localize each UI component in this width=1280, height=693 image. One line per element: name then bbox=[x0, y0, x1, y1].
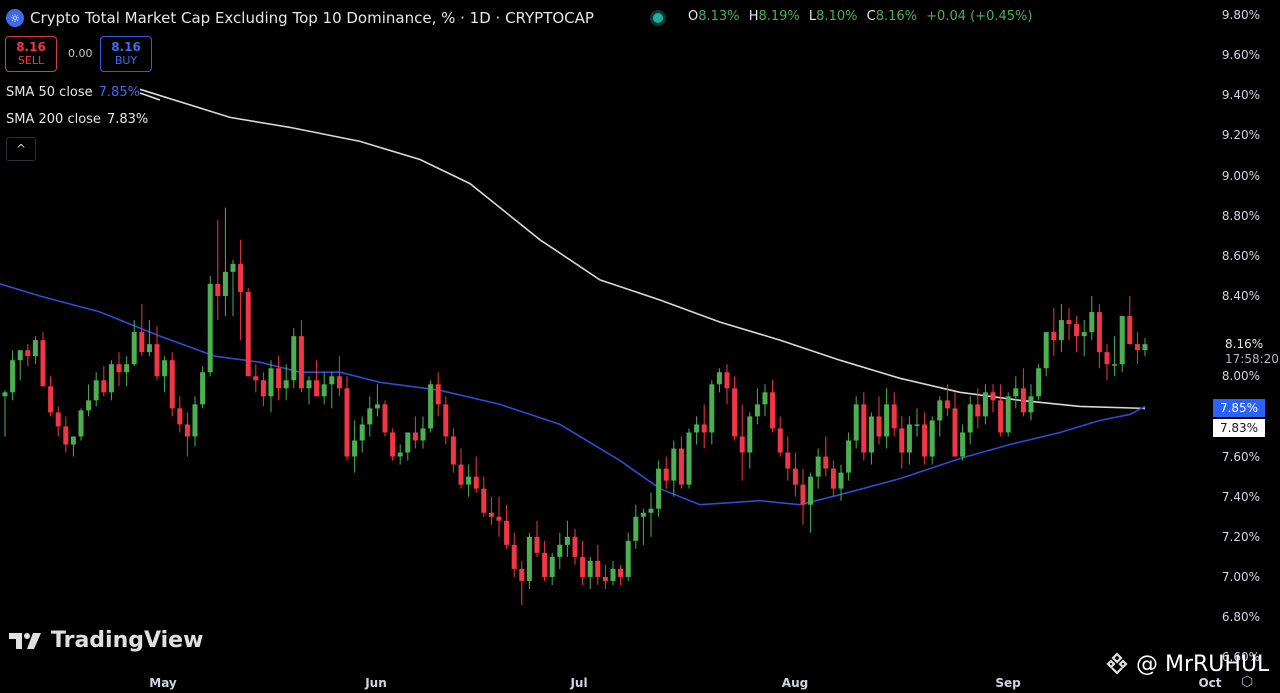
collapse-legend-button[interactable]: ^ bbox=[6, 137, 36, 161]
price-axis-label: 8.60% bbox=[1221, 248, 1260, 263]
time-axis-label: Jul bbox=[570, 676, 588, 690]
indicator-sma50[interactable]: SMA 50 close 7.85% bbox=[6, 85, 140, 100]
time-axis-label: Aug bbox=[781, 676, 809, 690]
indicator-sma200[interactable]: SMA 200 close 7.83% bbox=[6, 112, 148, 127]
chart-legend-title[interactable]: ☼ Crypto Total Market Cap Excluding Top … bbox=[6, 6, 594, 30]
sma200-value: 7.83% bbox=[106, 112, 149, 127]
sma50-label: SMA 50 close bbox=[6, 85, 93, 100]
price-axis-label: 8.40% bbox=[1221, 288, 1260, 303]
watermark-text: @ MrRUHUL bbox=[1136, 651, 1270, 677]
binance-icon bbox=[1106, 652, 1128, 675]
tradingview-logo[interactable]: TradingView bbox=[9, 628, 203, 653]
price-axis-label: 8.80% bbox=[1221, 208, 1260, 223]
sma200-leader bbox=[139, 92, 161, 101]
sell-label: SELL bbox=[17, 54, 45, 67]
buy-price: 8.16 bbox=[111, 40, 141, 54]
price-axis-label: 6.60% bbox=[1221, 650, 1260, 665]
high-label: H bbox=[748, 9, 759, 24]
sma200-price-tag: 7.83% bbox=[1213, 419, 1265, 437]
market-status-icon bbox=[653, 13, 663, 23]
sell-button[interactable]: 8.16 SELL bbox=[5, 36, 57, 72]
close-label: C bbox=[866, 9, 876, 24]
price-axis-label: 8.00% bbox=[1221, 369, 1260, 384]
close-value: 8.16% bbox=[875, 9, 918, 24]
open-label: O bbox=[688, 9, 699, 24]
price-axis-label: 6.80% bbox=[1221, 610, 1260, 625]
time-axis-label: Oct bbox=[1198, 676, 1222, 690]
low-value: 8.10% bbox=[816, 9, 858, 24]
time-axis-label: May bbox=[149, 676, 177, 690]
ohlc-values: O8.13% H8.19% L8.10% C8.16% +0.04 (+0.45… bbox=[688, 9, 1037, 24]
price-axis-label: 9.20% bbox=[1221, 128, 1260, 143]
low-label: L bbox=[808, 9, 817, 24]
open-value: 8.13% bbox=[698, 9, 740, 24]
symbol-title: Crypto Total Market Cap Excluding Top 10… bbox=[30, 9, 594, 27]
sma200-line bbox=[139, 88, 1146, 410]
price-axis-label: 7.60% bbox=[1221, 449, 1260, 464]
current-price-label: 8.16% bbox=[1225, 337, 1264, 351]
price-axis-label: 9.00% bbox=[1221, 168, 1260, 183]
sma50-line bbox=[0, 283, 1146, 506]
price-axis-label: 7.20% bbox=[1221, 529, 1260, 544]
price-axis-label: 9.40% bbox=[1221, 88, 1260, 103]
buy-button[interactable]: 8.16 BUY bbox=[100, 36, 152, 72]
settings-icon[interactable]: ⬡ bbox=[1241, 674, 1254, 690]
price-axis-label: 9.60% bbox=[1221, 48, 1260, 63]
bar-countdown: 17:58:20 bbox=[1225, 352, 1279, 366]
sell-price: 8.16 bbox=[16, 40, 46, 54]
chevron-up-icon: ^ bbox=[15, 142, 27, 156]
coin-icon: ☼ bbox=[6, 9, 24, 27]
buy-label: BUY bbox=[114, 54, 138, 67]
time-axis-label: Sep bbox=[995, 676, 1021, 690]
tradingview-logo-text: TradingView bbox=[51, 628, 204, 653]
high-value: 8.19% bbox=[758, 9, 800, 24]
price-axis-label: 7.40% bbox=[1221, 489, 1260, 504]
sma50-price-tag: 7.85% bbox=[1213, 399, 1265, 417]
author-watermark: @ MrRUHUL bbox=[1104, 651, 1269, 677]
candlesticks bbox=[2, 207, 1148, 606]
sma200-label: SMA 200 close bbox=[6, 112, 101, 127]
time-axis-label: Jun bbox=[365, 676, 387, 690]
price-axis-label: 9.80% bbox=[1221, 8, 1260, 22]
price-axis-label: 7.00% bbox=[1221, 569, 1260, 584]
sma50-value: 7.85% bbox=[98, 85, 140, 100]
spread-value: 0.00 bbox=[68, 47, 93, 60]
tradingview-logo-icon bbox=[9, 632, 41, 649]
change-value: +0.04 (+0.45%) bbox=[926, 9, 1033, 24]
